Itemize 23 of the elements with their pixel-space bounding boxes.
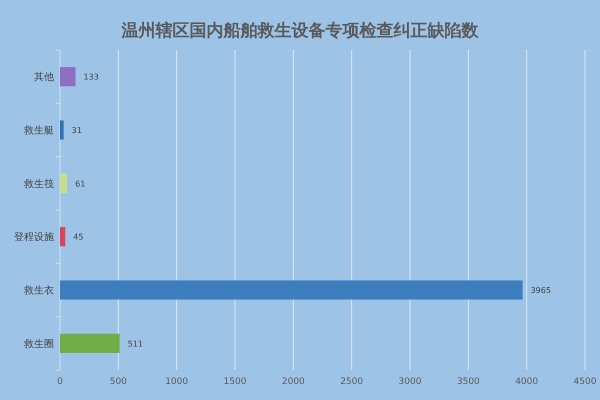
category: 救生筏 (24, 178, 54, 190)
x-tick: 0 (57, 377, 63, 387)
x-tick: 2500 (340, 377, 364, 387)
x-tick: 4500 (574, 377, 596, 387)
x-tick: 1000 (165, 377, 188, 387)
category: 救生圈 (24, 338, 54, 350)
x-tick: 500 (110, 377, 127, 387)
data-label: 31 (72, 126, 82, 135)
x-tick: 2000 (282, 377, 305, 387)
category: 救生艇 (24, 126, 54, 136)
x-tick: 3000 (398, 377, 422, 387)
data-label: 45 (73, 232, 84, 242)
category: 登程设施 (14, 232, 54, 244)
data-label: 511 (128, 339, 143, 348)
category: 救生衣 (24, 286, 54, 296)
data-label: 3965 (530, 286, 551, 295)
category: 其他 (34, 72, 54, 84)
data-label: 61 (75, 179, 86, 188)
data-label: 133 (84, 72, 99, 82)
x-tick: 3500 (456, 377, 480, 387)
title: 温州辖区国内船舶救生设备专项检查纠正缺陷数 (122, 21, 478, 41)
x-tick: 4000 (515, 377, 538, 387)
x-tick: 1500 (224, 377, 246, 387)
